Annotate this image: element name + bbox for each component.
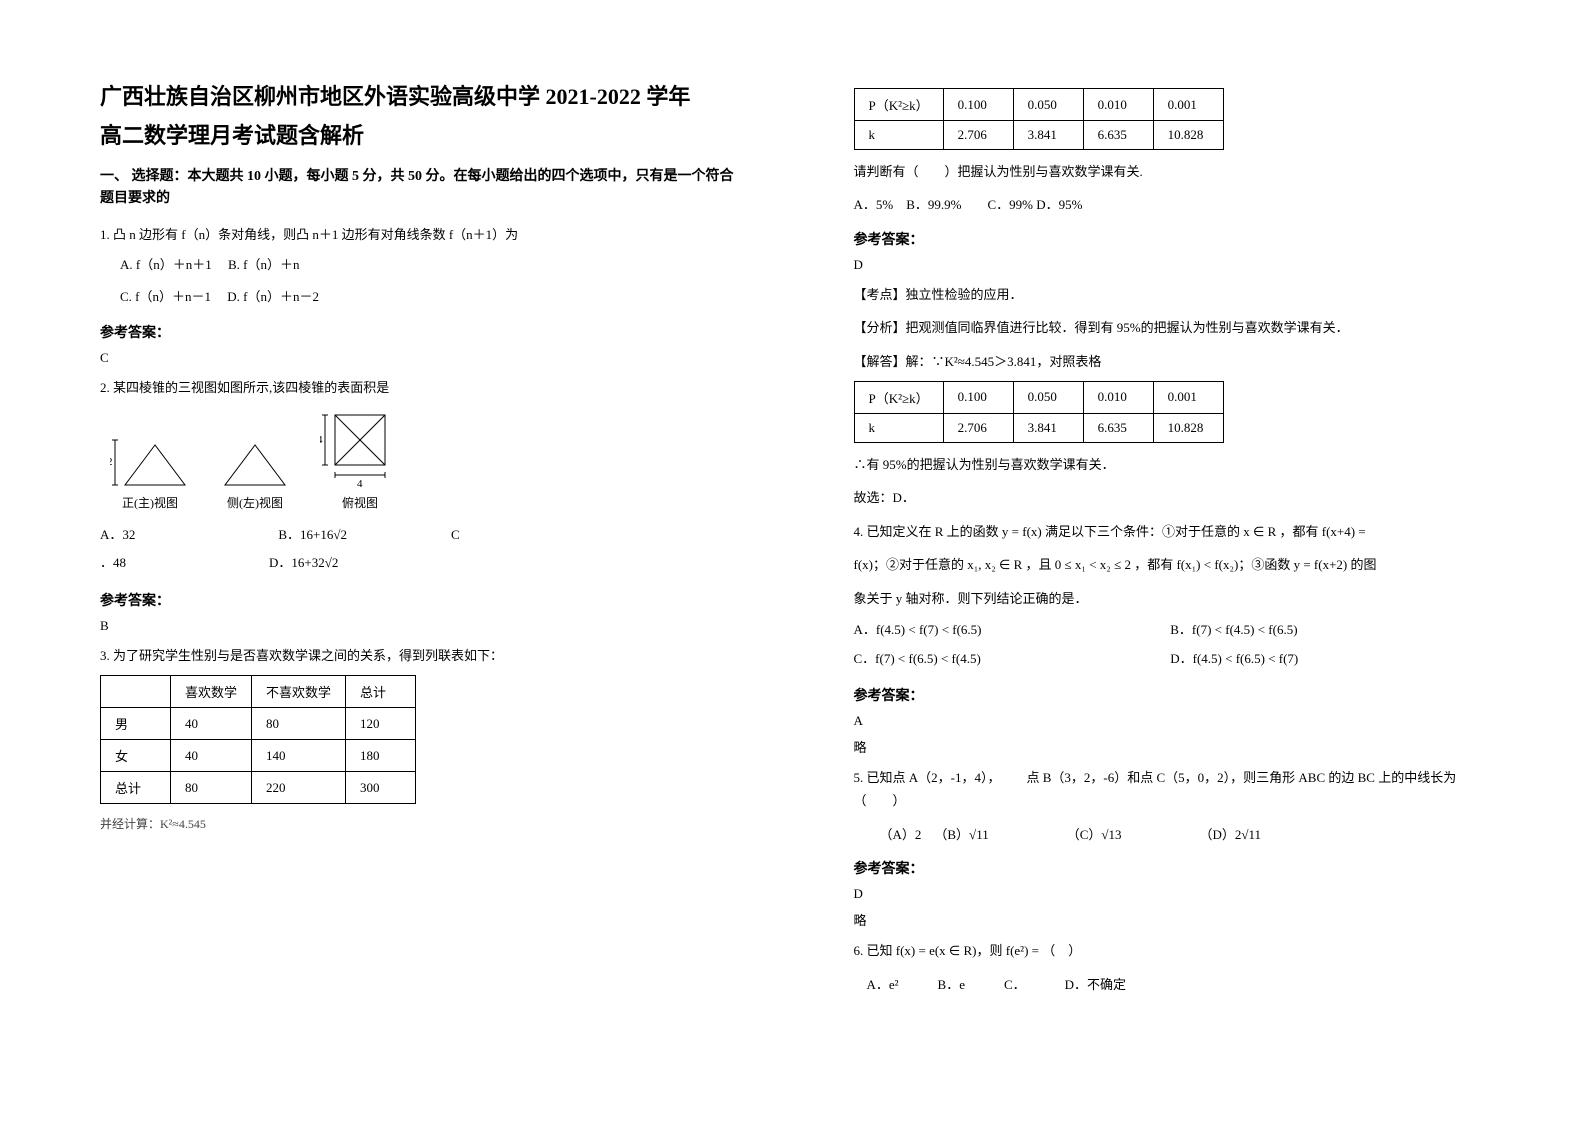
q4-lue: 略 [854,737,1488,756]
th [101,676,171,708]
q6-text: 6. 已知 f(x) = e(x ∈ R)，则 f(e²) = （ ） [854,939,1488,962]
q5-lue: 略 [854,910,1488,929]
q1-optD: D. f（n）＋n－2 [227,289,319,304]
q4-optA: A．f(4.5) < f(7) < f(6.5) [854,616,1171,645]
svg-text:4: 4 [357,478,363,490]
q3-opts: A．5% B．99.9% C．99% D．95% [854,193,1488,216]
triangle-side-icon [220,435,290,490]
view-side-label: 侧(左)视图 [220,494,290,511]
q1-optC: C. f（n）＋n－1 [120,289,211,304]
q3-fenxi: 【分析】把观测值同临界值进行比较．得到有 95%的把握认为性别与喜欢数学课有关． [854,316,1488,339]
q4-opts: A．f(4.5) < f(7) < f(6.5) B．f(7) < f(4.5)… [854,616,1488,673]
q1-ans-label: 参考答案： [100,322,734,342]
q1-text: 1. 凸 n 边形有 f（n）条对角线，则凸 n＋1 边形有对角线条数 f（n＋… [100,223,734,246]
q3-ktable2: P（K²≥k） 0.100 0.050 0.010 0.001 k 2.706 … [854,381,1224,443]
view-top: 4 4 俯视图 [320,410,400,511]
table-row: P（K²≥k） 0.100 0.050 0.010 0.001 [854,89,1223,121]
th: 总计 [346,676,416,708]
q5-opts: （A）2 （B）√11 （C）√13 （D）2√11 [854,823,1488,846]
q4-ans: A [854,713,1488,729]
q5-ans-label: 参考答案： [854,858,1488,878]
q4-ans-label: 参考答案： [854,685,1488,705]
table-row: k 2.706 3.841 6.635 10.828 [854,413,1223,442]
q5-ans: D [854,886,1488,902]
q2-views: 2 正(主)视图 侧(左)视图 4 4 [110,410,734,511]
left-column: 广西壮族自治区柳州市地区外语实验高级中学 2021-2022 学年 高二数学理月… [0,0,794,1122]
q3-kaodian: 【考点】独立性检验的应用． [854,283,1488,306]
svg-text:4: 4 [320,434,323,446]
table-row: 女 40 140 180 [101,740,416,772]
table-row: 男 40 80 120 [101,708,416,740]
q4-optB: B．f(7) < f(4.5) < f(6.5) [1170,616,1487,645]
q2-opt-row2: ．48 D．16+32√2 [100,549,734,578]
q4-text3: 象关于 y 轴对称．则下列结论正确的是． [854,587,1488,610]
triangle-front-icon: 2 [110,435,190,490]
q5-text: 5. 已知点 A（2，-1，4）， 点 B（3，2，-6）和点 C（5，0，2）… [854,766,1488,813]
q1-optA: A. f（n）＋n＋1 [120,257,212,272]
q3-ans-label: 参考答案： [854,229,1488,249]
q4-optC: C．f(7) < f(6.5) < f(4.5) [854,645,1171,674]
q3-conclusion: ∴有 95%的把握认为性别与喜欢数学课有关． [854,453,1488,476]
q2-text: 2. 某四棱锥的三视图如图所示,该四棱锥的表面积是 [100,376,734,399]
q1-ans: C [100,350,734,366]
table-row: P（K²≥k） 0.100 0.050 0.010 0.001 [854,381,1223,413]
q4-text2: f(x)；②对于任意的 x₁, x₂ ∈ R ，且 0 ≤ x₁ < x₂ ≤ … [854,553,1488,576]
q1-opts-row1: A. f（n）＋n＋1 B. f（n）＋n [120,252,734,278]
q3-text: 3. 为了研究学生性别与是否喜欢数学课之间的关系，得到列联表如下： [100,644,734,667]
q2-ans-label: 参考答案： [100,590,734,610]
q6-opts: A．e² B．e C． D．不确定 [854,973,1488,996]
page-title-2: 高二数学理月考试题含解析 [100,119,734,152]
page-title-1: 广西壮族自治区柳州市地区外语实验高级中学 2021-2022 学年 [100,80,734,113]
q4-optD: D．f(4.5) < f(6.5) < f(7) [1170,645,1487,674]
view-front: 2 正(主)视图 [110,435,190,511]
q3-ans: D [854,257,1488,273]
square-top-icon: 4 4 [320,410,400,490]
table-row: 总计 80 220 300 [101,772,416,804]
q3-judge: 请判断有（ ）把握认为性别与喜欢数学课有关. [854,160,1488,183]
section-1-head: 一、 选择题：本大题共 10 小题，每小题 5 分，共 50 分。在每小题给出的… [100,166,734,211]
q1-optB: B. f（n）＋n [228,257,300,272]
q3-table: 喜欢数学 不喜欢数学 总计 男 40 80 120 女 40 140 180 总… [100,675,416,804]
right-column: P（K²≥k） 0.100 0.050 0.010 0.001 k 2.706 … [794,0,1587,1122]
q3-calc: 并经计算：K²≈4.545 [100,814,734,836]
q2-ans: B [100,618,734,634]
table-row: k 2.706 3.841 6.635 10.828 [854,121,1223,150]
q1-opts-row2: C. f（n）＋n－1 D. f（n）＋n－2 [120,284,734,310]
view-front-label: 正(主)视图 [110,494,190,511]
q3-ktable: P（K²≥k） 0.100 0.050 0.010 0.001 k 2.706 … [854,88,1224,150]
svg-text:2: 2 [110,456,113,468]
q3-guxuan: 故选：D． [854,486,1488,509]
th: 喜欢数学 [171,676,252,708]
q4-text1: 4. 已知定义在 R 上的函数 y = f(x) 满足以下三个条件：①对于任意的… [854,520,1488,543]
th: 不喜欢数学 [252,676,346,708]
view-side: 侧(左)视图 [220,435,290,511]
table-row: 喜欢数学 不喜欢数学 总计 [101,676,416,708]
q2-opt-row1: A．32 B．16+16√2 C [100,521,734,550]
q3-jieda: 【解答】解：∵K²≈4.545＞3.841，对照表格 [854,350,1488,373]
view-top-label: 俯视图 [320,494,400,511]
q2-opts: A．32 B．16+16√2 C ．48 D．16+32√2 [100,521,734,578]
